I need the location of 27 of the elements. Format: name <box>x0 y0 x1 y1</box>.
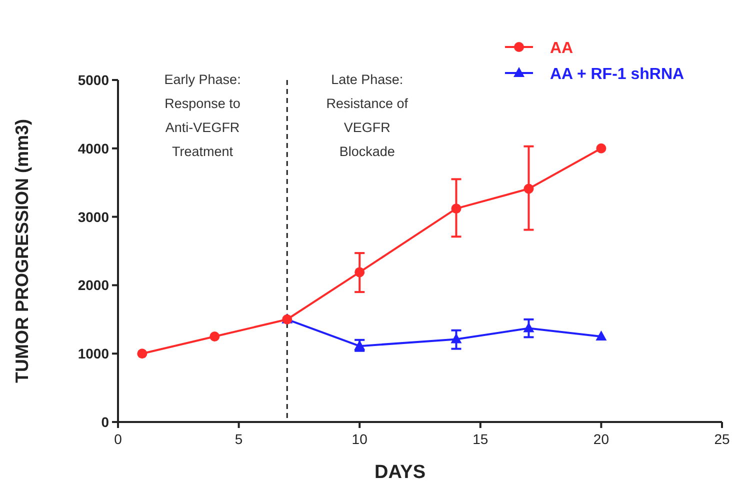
y-tick-label: 3000 <box>78 208 110 225</box>
point <box>210 332 220 342</box>
point <box>596 330 607 340</box>
point <box>451 204 462 214</box>
point <box>523 322 534 332</box>
y-tick-label: 1000 <box>78 346 110 362</box>
y-axis-title: TUMOR PROGRESSION (mm3) <box>12 118 32 384</box>
point <box>524 184 534 194</box>
x-tick-label: 0 <box>114 431 122 447</box>
annotation: Late Phase: Resistance of VEGFR Blockade <box>326 72 408 159</box>
point <box>137 348 148 359</box>
point <box>596 143 606 154</box>
x-tick-label: 10 <box>352 431 368 447</box>
y-tick-label: 0 <box>101 414 110 430</box>
point <box>450 333 462 344</box>
x-tick-label: 20 <box>593 431 610 447</box>
y-tick-label: 2000 <box>78 277 110 294</box>
x-tick-label: 25 <box>714 431 730 447</box>
x-tick-label: 5 <box>234 431 243 447</box>
point <box>354 267 365 278</box>
annotation: Early Phase: Response to Anti-VEGFR Treatment <box>164 72 241 159</box>
y-tick-label: 4000 <box>78 140 110 156</box>
x-axis-title: DAYS <box>374 462 426 483</box>
x-tick-label: 15 <box>472 431 488 447</box>
y-tick-label: 5000 <box>78 72 110 88</box>
legend-label: AA + RF-1 shRNA <box>550 66 685 83</box>
legend-label: AA <box>550 40 574 57</box>
